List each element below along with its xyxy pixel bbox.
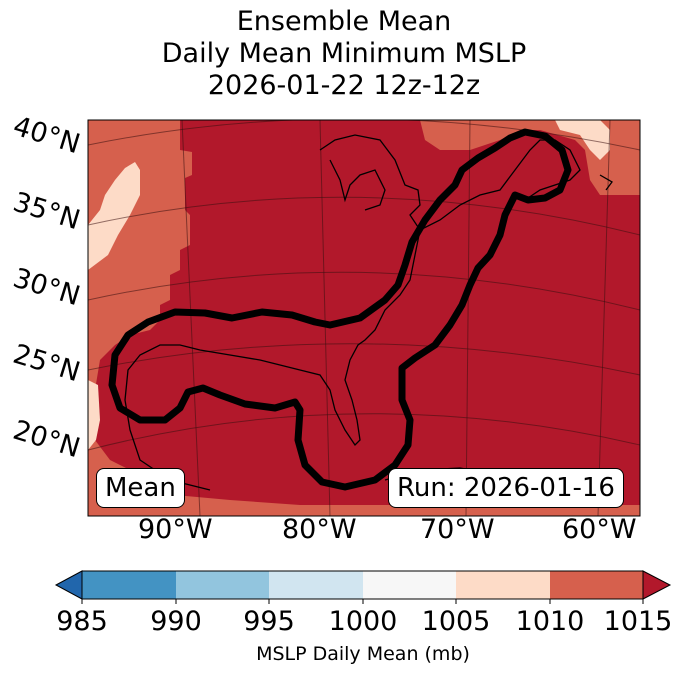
lon-label-60w: 60°W <box>562 514 637 545</box>
colorbar-tick-1010: 1010 <box>515 606 585 637</box>
colorbar-tick-1005: 1005 <box>421 606 491 637</box>
colorbar-title: MSLP Daily Mean (mb) <box>256 643 470 665</box>
colorbar-bin-995-1000 <box>269 571 363 599</box>
map-frame <box>87 119 641 517</box>
colorbar-bin-1000-1005 <box>363 571 456 599</box>
colorbar-bin-1010-1015 <box>550 571 643 599</box>
colorbar-arrow-high <box>642 570 672 600</box>
colorbar-bin-1005-1010 <box>456 571 550 599</box>
title-line-1: Ensemble Mean <box>236 6 452 37</box>
colorbar-tick-1015: 1015 <box>603 606 673 637</box>
colorbar-bin-990-995 <box>176 571 269 599</box>
colorbar-tick-985: 985 <box>56 606 108 637</box>
region-1005-ne <box>555 120 610 160</box>
region-1010 <box>88 120 640 516</box>
colorbar-tick-990: 990 <box>150 606 202 637</box>
title-line-3: 2026-01-22 12z-12z <box>207 70 481 101</box>
mslp-contour <box>108 128 572 491</box>
colorbar-bin-985-990 <box>82 571 176 599</box>
lon-label-90w: 90°W <box>138 514 213 545</box>
region-1005 <box>88 162 140 270</box>
graticule <box>88 120 640 516</box>
title-line-2: Daily Mean Minimum MSLP <box>161 38 527 69</box>
lon-label-70w: 70°W <box>420 514 495 545</box>
colorbar-tick-1000: 1000 <box>328 606 398 637</box>
region-1005-sw <box>88 380 100 450</box>
colorbar-tick-995: 995 <box>243 606 295 637</box>
lon-label-80w: 80°W <box>282 514 357 545</box>
map-panel <box>87 119 641 517</box>
mean-label: Mean <box>96 468 185 508</box>
colorbar-arrow-low <box>54 570 83 600</box>
run-label: Run: 2026-01-16 <box>388 468 624 508</box>
